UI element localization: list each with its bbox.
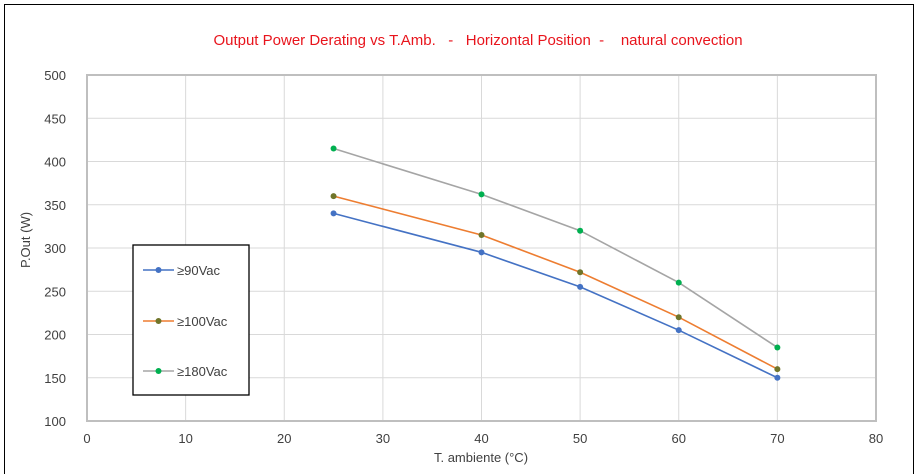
y-tick-label: 250 (44, 284, 66, 299)
x-tick-label: 50 (573, 431, 587, 446)
x-tick-label: 40 (474, 431, 488, 446)
y-tick-label: 450 (44, 111, 66, 126)
y-tick-label: 150 (44, 371, 66, 386)
data-point (330, 210, 337, 217)
y-tick-label: 200 (44, 328, 66, 343)
legend: ≥90Vac ≥100Vac ≥180Vac (132, 244, 250, 396)
data-point (478, 191, 485, 198)
y-tick-label: 100 (44, 414, 66, 429)
y-tick-label: 500 (44, 68, 66, 83)
legend-marker (155, 267, 162, 273)
data-point (478, 232, 485, 239)
legend-marker (155, 368, 162, 374)
data-point (577, 283, 584, 290)
x-tick-label: 80 (869, 431, 883, 446)
y-tick-label: 300 (44, 241, 66, 256)
x-tick-label: 60 (672, 431, 686, 446)
x-axis: 0 10 20 30 40 50 60 70 80 (83, 431, 883, 446)
data-point (330, 145, 337, 152)
data-point (774, 344, 781, 351)
x-tick-label: 0 (83, 431, 90, 446)
series-group (330, 145, 781, 381)
data-point (577, 227, 584, 234)
data-point (774, 366, 781, 373)
data-point (774, 374, 781, 381)
legend-marker (155, 318, 162, 324)
y-tick-label: 400 (44, 155, 66, 170)
series-line-0 (333, 212, 778, 379)
x-tick-label: 30 (376, 431, 390, 446)
y-tick-label: 350 (44, 198, 66, 213)
x-tick-label: 70 (770, 431, 784, 446)
y-axis: 100 150 200 250 300 350 400 450 500 (44, 68, 66, 429)
plot-area (86, 74, 877, 422)
legend-label: ≥90Vac (177, 263, 221, 278)
x-tick-label: 10 (178, 431, 192, 446)
chart-title: Output Power Derating vs T.Amb. - Horizo… (213, 32, 742, 49)
legend-label: ≥180Vac (177, 364, 228, 379)
data-point (330, 193, 337, 200)
data-point (478, 249, 485, 256)
data-point (577, 269, 584, 276)
y-axis-label: P.Out (W) (18, 212, 33, 268)
legend-label: ≥100Vac (177, 314, 228, 329)
chart-frame (4, 4, 914, 474)
x-axis-label: T. ambiente (°C) (434, 450, 528, 465)
x-tick-label: 20 (277, 431, 291, 446)
legend-box (132, 244, 250, 396)
data-point (675, 327, 682, 334)
data-point (675, 314, 682, 321)
data-point (675, 279, 682, 286)
